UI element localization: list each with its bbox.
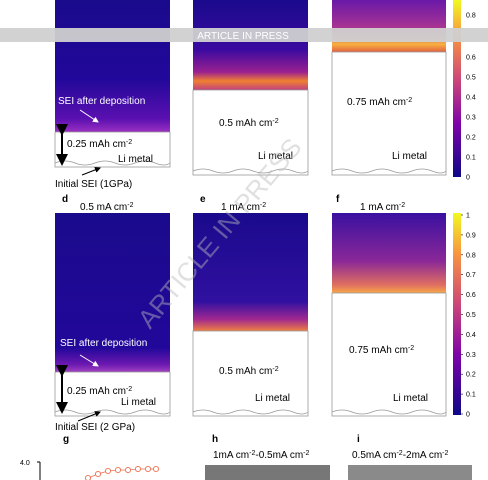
electrode: Li metal — [255, 393, 290, 404]
text-part: 1mA cm — [213, 450, 249, 461]
panel-f — [331, 213, 447, 417]
capacity: 0.75 mAh cm-2 — [349, 345, 414, 356]
panel-title: 0.5mA cm-2-2mA cm-2 — [352, 450, 448, 461]
colorbar-tick-label: 0.8 — [466, 252, 476, 259]
superscript: -2 — [127, 202, 133, 209]
current: 0.5 mA cm-2 — [80, 202, 134, 213]
electrode: Li metal — [121, 397, 156, 408]
superscript: -2 — [249, 450, 255, 457]
panel-letter: h — [212, 434, 218, 445]
text-part: 0.5 mAh cm — [219, 118, 272, 129]
colorbar-tick-label: 0.5 — [466, 312, 476, 319]
superscript: -2 — [399, 202, 405, 209]
panel-d — [54, 213, 171, 422]
electrode: Li metal — [393, 393, 428, 404]
superscript: -2 — [442, 450, 448, 457]
capacity: 0.75 mAh cm-2 — [347, 97, 412, 108]
plot-g — [37, 461, 160, 480]
panel-letter: g — [63, 434, 69, 445]
colorbar-tick-label: 0.2 — [466, 135, 476, 142]
colorbar-tick-label: 0.4 — [466, 332, 476, 339]
electrode: Li metal — [392, 151, 427, 162]
banner: ARTICLE IN PRESS — [197, 31, 289, 42]
capacity: 0.25 mAh cm-2 — [67, 139, 132, 150]
panel-b — [192, 0, 309, 176]
superscript: -2 — [406, 97, 412, 104]
colorbar — [453, 213, 461, 415]
banner-bar — [0, 28, 488, 42]
text-part: 0.5mA cm — [352, 450, 396, 461]
panel-c — [331, 0, 447, 176]
electrode: Li metal — [258, 151, 293, 162]
capacity: 0.25 mAh cm-2 — [67, 386, 132, 397]
colorbar-tick-label: 0.9 — [466, 232, 476, 239]
colorbar-tick-label: 0.6 — [466, 55, 476, 62]
superscript: -2 — [272, 366, 278, 373]
text-part: 0.75 mAh cm — [349, 345, 408, 356]
text-part: 0.75 mAh cm — [347, 97, 406, 108]
sem-image — [348, 465, 472, 480]
initial-sei: Initial SEI (2 GPa) — [55, 422, 135, 433]
panel-a — [54, 0, 171, 176]
colorbar-tick-label: 0.3 — [466, 352, 476, 359]
current: 1 mA cm-2 — [221, 202, 266, 213]
colorbar-tick-label: 1 — [466, 213, 470, 220]
panel-e — [192, 213, 309, 417]
electrode: Li metal — [118, 154, 153, 165]
text-part: 0.25 mAh cm — [67, 386, 126, 397]
y-tick-label: 4.0 — [20, 460, 30, 467]
capacity: 0.5 mAh cm-2 — [219, 366, 279, 377]
text-part: 1 mA cm — [360, 202, 399, 213]
current: 1 mA cm-2 — [360, 202, 405, 213]
colorbar-tick-label: 0.8 — [466, 13, 476, 20]
superscript: -2 — [396, 450, 402, 457]
colorbar-tick-label: 0.2 — [466, 372, 476, 379]
panel-title: 1mA cm-2-0.5mA cm-2 — [213, 450, 309, 461]
colorbar-tick-label: 0 — [466, 412, 470, 419]
panel-letter: d — [62, 194, 68, 205]
annotation: SEI after deposition — [58, 96, 145, 107]
superscript: -2 — [408, 345, 414, 352]
text-part: 0.5 mA cm — [80, 202, 127, 213]
colorbar-tick-label: 0.5 — [466, 75, 476, 82]
colorbar-tick-label: 0.1 — [466, 392, 476, 399]
colorbar-tick-label: 0.6 — [466, 292, 476, 299]
colorbar-tick-label: 0.4 — [466, 95, 476, 102]
colorbar — [453, 0, 461, 177]
colorbar-tick-label: 0.3 — [466, 115, 476, 122]
superscript: -2 — [272, 118, 278, 125]
colorbar-tick-label: 0.7 — [466, 272, 476, 279]
superscript: -2 — [260, 202, 266, 209]
capacity: 0.5 mAh cm-2 — [219, 118, 279, 129]
colorbar-tick-label: 0.1 — [466, 155, 476, 162]
superscript: -2 — [303, 450, 309, 457]
initial-sei: Initial SEI (1GPa) — [55, 179, 132, 190]
panel-letter: i — [357, 434, 360, 445]
sem-image — [205, 465, 330, 480]
text-part: -2mA cm — [403, 450, 442, 461]
text-part: 1 mA cm — [221, 202, 260, 213]
text-part: 0.5 mAh cm — [219, 366, 272, 377]
panel-letter: e — [200, 194, 206, 205]
text-part: -0.5mA cm — [255, 450, 303, 461]
panel-letter: f — [336, 194, 340, 205]
superscript: -2 — [126, 386, 132, 393]
colorbar-tick-label: 0 — [466, 175, 470, 182]
superscript: -2 — [126, 139, 132, 146]
annotation: SEI after deposition — [60, 338, 147, 349]
text-part: 0.25 mAh cm — [67, 139, 126, 150]
